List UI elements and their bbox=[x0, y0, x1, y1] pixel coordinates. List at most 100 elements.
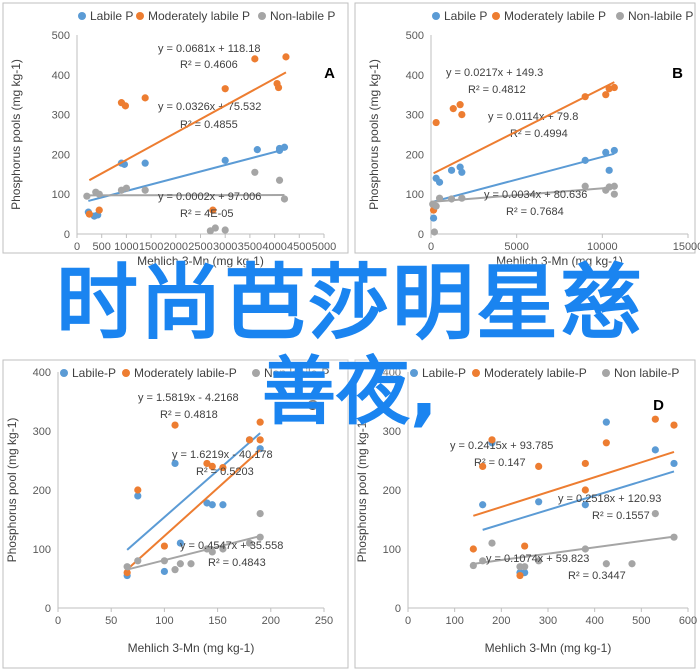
legend-marker bbox=[258, 12, 266, 20]
legend-label: Labile-P bbox=[422, 366, 466, 380]
data-point bbox=[651, 446, 659, 454]
data-point bbox=[83, 192, 91, 200]
data-point bbox=[176, 539, 184, 547]
x-tick-label: 5000 bbox=[504, 241, 528, 253]
y-tick-label: 300 bbox=[52, 110, 70, 122]
y-tick-label: 100 bbox=[52, 189, 70, 201]
legend-label: Non labile-P bbox=[614, 366, 679, 380]
y-tick-label: 100 bbox=[406, 189, 424, 201]
trendline-moderately-labile bbox=[126, 449, 261, 571]
legend-marker bbox=[472, 369, 480, 377]
data-point bbox=[651, 415, 659, 423]
data-point bbox=[602, 148, 610, 157]
data-point bbox=[123, 563, 131, 571]
legend-label: Moderately labile-P bbox=[134, 366, 237, 380]
trend-r-squared: R² = 0.147 bbox=[474, 457, 526, 469]
x-tick-label: 0 bbox=[74, 241, 80, 253]
legend-label: Non-labile P bbox=[628, 9, 693, 23]
data-point bbox=[256, 418, 264, 426]
panel-label: B bbox=[672, 65, 683, 82]
legend-marker bbox=[616, 12, 624, 20]
y-axis-title: Phosphorus pool (mg kg-1) bbox=[355, 418, 369, 563]
data-point bbox=[221, 226, 229, 234]
y-axis-title: Phosphorus pools (mg kg-1) bbox=[367, 59, 381, 210]
data-point bbox=[516, 571, 524, 580]
legend-marker bbox=[432, 12, 440, 20]
x-tick-label: 1500 bbox=[139, 241, 163, 253]
legend-marker bbox=[78, 12, 86, 20]
y-tick-label: 500 bbox=[52, 30, 70, 42]
y-tick-label: 200 bbox=[33, 485, 51, 497]
data-point bbox=[479, 501, 487, 509]
y-tick-label: 300 bbox=[33, 426, 51, 438]
trend-equation: y = 0.0002x + 97.006 bbox=[158, 191, 261, 203]
data-point bbox=[95, 206, 103, 214]
data-point bbox=[469, 545, 477, 553]
x-tick-label: 100 bbox=[155, 615, 173, 627]
y-tick-label: 400 bbox=[406, 70, 424, 82]
data-point bbox=[256, 436, 264, 444]
data-point bbox=[208, 501, 216, 509]
y-axis-title: Phosphorus pool (mg kg-1) bbox=[5, 418, 19, 563]
x-tick-label: 300 bbox=[539, 615, 557, 627]
trend-equation: y = 0.0326x + 75.532 bbox=[158, 101, 261, 113]
y-tick-label: 0 bbox=[395, 603, 401, 615]
data-point bbox=[488, 436, 496, 444]
data-point bbox=[171, 566, 179, 574]
y-axis-title: Phosphorus pools (mg kg-1) bbox=[9, 59, 23, 210]
x-tick-label: 400 bbox=[585, 615, 603, 627]
legend-label: Non-labile P bbox=[270, 9, 335, 23]
legend-marker bbox=[136, 12, 144, 20]
chart-frame bbox=[2, 2, 349, 254]
data-point bbox=[134, 486, 142, 494]
legend-label: Moderately labile P bbox=[148, 9, 250, 23]
data-point bbox=[141, 186, 149, 194]
data-point bbox=[245, 436, 254, 444]
trendline-labile bbox=[482, 470, 675, 531]
data-point bbox=[458, 194, 466, 202]
data-point bbox=[134, 557, 142, 565]
data-point bbox=[275, 146, 284, 155]
trend-equation: y = 0.1074x + 59.823 bbox=[486, 553, 589, 565]
trend-equation: y = 0.4547x + 35.558 bbox=[180, 540, 283, 552]
data-point bbox=[209, 206, 217, 214]
data-point bbox=[479, 462, 487, 470]
data-point bbox=[521, 563, 529, 571]
data-point bbox=[447, 166, 456, 174]
data-point bbox=[458, 111, 466, 119]
data-point bbox=[208, 548, 216, 556]
legend-label: Moderately labile P bbox=[504, 9, 606, 23]
x-axis-title: Mehlich 3-Mn (mg kg-1) bbox=[496, 254, 623, 268]
data-point bbox=[610, 146, 618, 155]
trend-r-squared: R² = 0.5203 bbox=[196, 466, 254, 478]
data-point bbox=[280, 195, 289, 203]
y-tick-label: 200 bbox=[383, 485, 401, 497]
x-tick-label: 600 bbox=[679, 615, 697, 627]
data-point bbox=[134, 492, 142, 500]
data-point bbox=[160, 542, 168, 550]
data-point bbox=[187, 560, 195, 568]
y-tick-label: 400 bbox=[33, 367, 51, 379]
data-point bbox=[274, 83, 283, 92]
data-point bbox=[610, 182, 618, 190]
legend-label: Non labile-P bbox=[264, 366, 329, 380]
x-tick-label: 100 bbox=[445, 615, 463, 627]
data-point bbox=[282, 53, 290, 61]
trend-equation: y = 0.0114x + 79.8 bbox=[488, 111, 578, 123]
trend-equation: y = 0.0217x + 149.3 bbox=[446, 67, 543, 79]
trend-equation: y = 0.2518x + 120.93 bbox=[558, 493, 661, 505]
data-point bbox=[251, 168, 259, 176]
x-tick-label: 0 bbox=[55, 615, 61, 627]
data-point bbox=[535, 462, 543, 470]
legend-marker bbox=[60, 369, 68, 377]
chart-panel-d: 0 100 200 300 400 500 600 0 100 200 300 400 Mehlich … bbox=[354, 359, 697, 669]
data-point bbox=[160, 557, 168, 565]
trend-r-squared: R² = 4E-05 bbox=[180, 208, 234, 220]
trendline-moderately-labile bbox=[473, 451, 675, 517]
y-tick-label: 300 bbox=[383, 426, 401, 438]
panel-label: A bbox=[324, 65, 335, 82]
data-point bbox=[581, 545, 589, 553]
x-tick-label: 2500 bbox=[188, 241, 212, 253]
